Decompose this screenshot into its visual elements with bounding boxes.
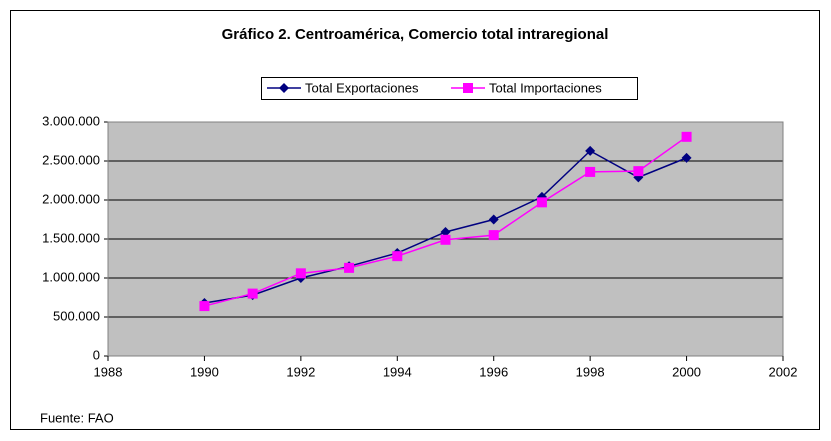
- chart-title: Gráfico 2. Centroamérica, Comercio total…: [222, 26, 609, 43]
- y-tick-label: 3.000.000: [42, 113, 100, 128]
- marker: [585, 166, 596, 177]
- legend-label: Total Exportaciones: [305, 80, 419, 95]
- marker: [440, 226, 451, 237]
- marker: [681, 131, 692, 142]
- marker: [344, 262, 355, 273]
- marker: [247, 288, 258, 299]
- marker: [199, 301, 210, 312]
- y-tick-label: 1.000.000: [42, 269, 100, 284]
- marker: [488, 214, 499, 225]
- x-tick-label: 1988: [94, 364, 123, 379]
- legend-marker: [463, 83, 473, 93]
- x-tick-label: 1992: [286, 364, 315, 379]
- source-note: Fuente: FAO: [40, 410, 114, 425]
- y-tick-label: 1.500.000: [42, 230, 100, 245]
- legend-label: Total Importaciones: [489, 80, 602, 95]
- marker: [392, 251, 403, 262]
- y-tick-label: 2.000.000: [42, 191, 100, 206]
- marker: [633, 166, 644, 177]
- x-tick-label: 1996: [479, 364, 508, 379]
- x-tick-label: 2000: [672, 364, 701, 379]
- y-tick-label: 2.500.000: [42, 152, 100, 167]
- x-tick-label: 1994: [383, 364, 412, 379]
- x-tick-label: 2002: [769, 364, 798, 379]
- legend-marker: [279, 83, 289, 93]
- marker: [440, 234, 451, 245]
- y-tick-label: 500.000: [53, 308, 100, 323]
- marker: [681, 152, 692, 163]
- marker: [488, 230, 499, 241]
- x-tick-label: 1990: [190, 364, 219, 379]
- marker: [295, 268, 306, 279]
- marker: [585, 145, 596, 156]
- y-tick-label: 0: [93, 347, 100, 362]
- plot-border: [107, 121, 784, 357]
- marker: [536, 197, 547, 208]
- x-tick-label: 1998: [576, 364, 605, 379]
- legend-box: [261, 77, 638, 100]
